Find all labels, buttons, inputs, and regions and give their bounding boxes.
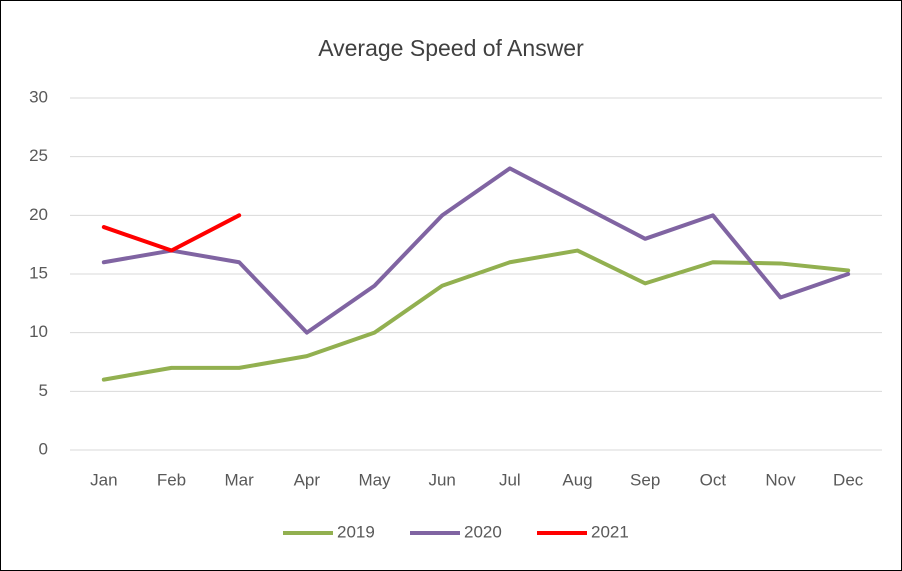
series-line — [101, 166, 851, 335]
x-tick-label: Jul — [499, 470, 521, 489]
legend-label: 2021 — [591, 522, 629, 541]
y-tick-label: 20 — [29, 205, 48, 224]
x-tick-label: Mar — [225, 470, 255, 489]
series-line — [101, 248, 851, 382]
x-tick-label: May — [358, 470, 391, 489]
y-tick-label: 30 — [29, 87, 48, 106]
x-tick-label: Sep — [630, 470, 660, 489]
x-tick-label: Jun — [428, 470, 455, 489]
y-tick-label: 15 — [29, 263, 48, 282]
series-line — [101, 213, 242, 253]
x-tick-label: Jan — [90, 470, 117, 489]
legend-label: 2020 — [464, 522, 502, 541]
y-tick-label: 0 — [39, 439, 48, 458]
legend-label: 2019 — [337, 522, 375, 541]
x-tick-label: Apr — [294, 470, 321, 489]
y-tick-label: 10 — [29, 322, 48, 341]
x-tick-label: Feb — [157, 470, 186, 489]
y-tick-label: 25 — [29, 146, 48, 165]
chart-title: Average Speed of Answer — [318, 35, 584, 61]
y-tick-label: 5 — [39, 381, 48, 400]
x-tick-label: Dec — [833, 470, 864, 489]
x-tick-label: Oct — [700, 470, 727, 489]
x-tick-label: Aug — [562, 470, 592, 489]
x-tick-label: Nov — [765, 470, 796, 489]
